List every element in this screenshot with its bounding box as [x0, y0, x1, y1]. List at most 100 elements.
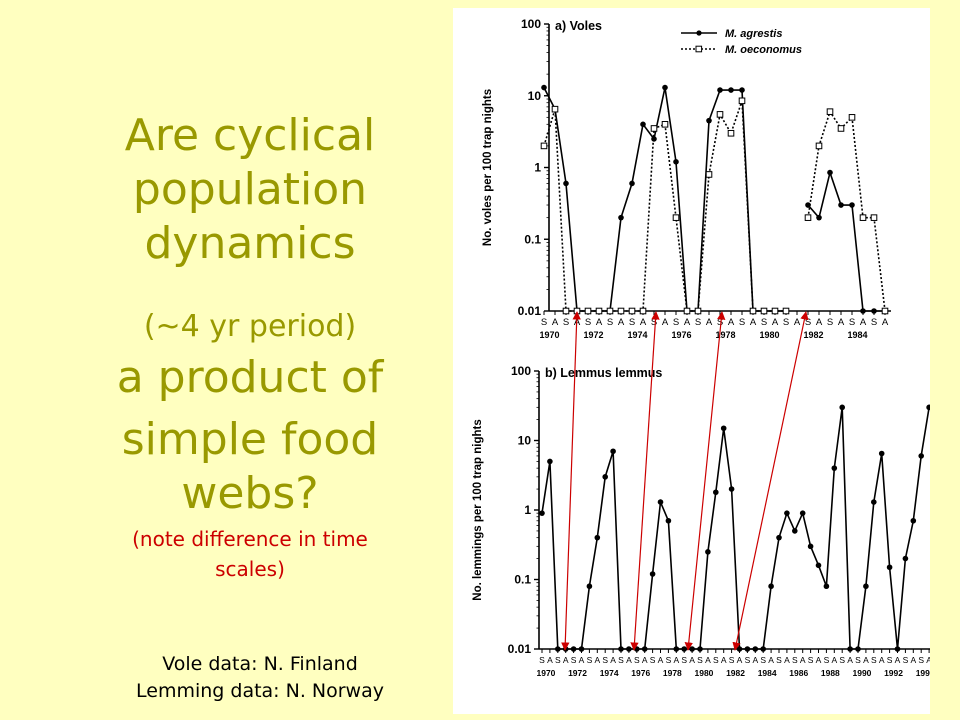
data-point — [649, 571, 656, 577]
season-tick-label: S — [634, 655, 640, 665]
season-tick-label: A — [662, 317, 669, 328]
data-point — [662, 84, 668, 91]
season-tick-label: S — [697, 655, 703, 665]
note-line: scales) — [215, 557, 285, 581]
season-tick-label: A — [658, 655, 664, 665]
red-arrow — [732, 311, 809, 651]
data-point — [586, 583, 593, 590]
data-point — [713, 489, 719, 496]
season-tick-label: A — [816, 655, 822, 665]
data-point — [640, 121, 646, 128]
data-point — [859, 214, 867, 221]
red-arrow — [630, 311, 660, 651]
legend-marker — [696, 30, 702, 36]
legend-label: M. agrestis — [725, 28, 782, 40]
red-arrow — [561, 311, 581, 651]
season-tick-label: S — [903, 655, 909, 665]
season-tick-label: A — [863, 655, 869, 665]
data-point — [804, 214, 812, 221]
data-point — [878, 450, 885, 457]
season-tick-label: A — [721, 655, 727, 665]
red-arrow — [684, 311, 726, 651]
data-point — [628, 307, 636, 315]
title-line: dynamics — [144, 218, 356, 269]
year-tick-label: 1984 — [758, 668, 777, 678]
source-line: Vole data: N. Finland — [162, 653, 358, 675]
title-line: simple food — [121, 414, 379, 465]
title-line: (~4 yr period) — [143, 309, 357, 344]
season-tick-label: S — [808, 655, 814, 665]
season-tick-label: S — [555, 655, 561, 665]
legend-label: M. oeconomus — [725, 44, 802, 56]
season-tick-label: S — [650, 655, 656, 665]
season-tick-label: A — [750, 317, 757, 328]
year-tick-label: 1984 — [847, 330, 867, 340]
season-tick-label: A — [794, 317, 801, 328]
year-tick-label: 1986 — [789, 668, 808, 678]
season-tick-label: A — [705, 655, 711, 665]
data-point — [570, 646, 577, 652]
season-tick-label: S — [695, 317, 701, 328]
series-line — [541, 407, 930, 650]
season-tick-label: S — [827, 317, 833, 328]
data-point — [641, 646, 648, 652]
series-line — [543, 100, 786, 312]
season-tick-label: A — [684, 317, 691, 328]
season-tick-label: S — [681, 655, 687, 665]
data-point — [863, 583, 869, 590]
season-tick-label: A — [860, 317, 867, 328]
year-tick-label: 1974 — [600, 668, 619, 678]
y-tick-label: 100 — [521, 17, 541, 31]
season-tick-label: A — [618, 317, 625, 328]
data-point — [807, 543, 814, 550]
year-tick-label: 1980 — [759, 330, 779, 340]
data-point — [694, 307, 702, 315]
year-tick-label: 1972 — [583, 330, 603, 340]
season-tick-label: A — [640, 317, 647, 328]
season-tick-label: A — [752, 655, 758, 665]
season-tick-label: S — [618, 655, 624, 665]
season-tick-label: A — [768, 655, 774, 665]
data-point — [784, 510, 790, 516]
season-tick-label: S — [602, 655, 608, 665]
season-tick-label: S — [713, 655, 719, 665]
data-point — [673, 159, 679, 165]
year-tick-label: 1970 — [539, 330, 559, 340]
season-tick-label: S — [673, 317, 679, 328]
y-tick-label: 100 — [511, 364, 531, 378]
data-point — [752, 646, 759, 652]
data-point — [847, 646, 853, 652]
year-tick-label: 1982 — [803, 330, 823, 340]
data-point — [673, 646, 680, 652]
season-tick-label: A — [594, 655, 600, 665]
data-point — [563, 180, 569, 187]
data-point — [894, 646, 901, 652]
season-tick-label: S — [541, 317, 547, 328]
data-point — [584, 307, 592, 315]
season-tick-label: S — [805, 317, 811, 328]
season-tick-label: A — [910, 655, 916, 665]
data-point — [910, 517, 917, 524]
data-point — [661, 121, 669, 128]
season-tick-label: A — [816, 317, 823, 328]
data-point — [744, 646, 751, 652]
season-tick-label: S — [871, 655, 877, 665]
year-tick-label: 1972 — [568, 668, 587, 678]
text-panel: Are cyclical population dynamics (~4 yr … — [0, 0, 460, 720]
year-tick-label: 1974 — [627, 330, 647, 340]
data-point — [870, 214, 878, 221]
note-line: (note difference in time — [132, 527, 368, 551]
season-tick-label: S — [539, 655, 545, 665]
season-tick-label: S — [729, 655, 735, 665]
season-tick-label: A — [926, 655, 930, 665]
title-line: a product of — [116, 352, 384, 403]
data-point — [606, 307, 614, 315]
season-tick-label: S — [629, 317, 635, 328]
season-tick-label: A — [895, 655, 901, 665]
season-tick-label: A — [547, 655, 553, 665]
season-tick-label: A — [784, 655, 790, 665]
data-point — [705, 171, 713, 178]
season-tick-label: S — [651, 317, 657, 328]
season-tick-label: S — [776, 655, 782, 665]
data-point — [610, 448, 616, 455]
